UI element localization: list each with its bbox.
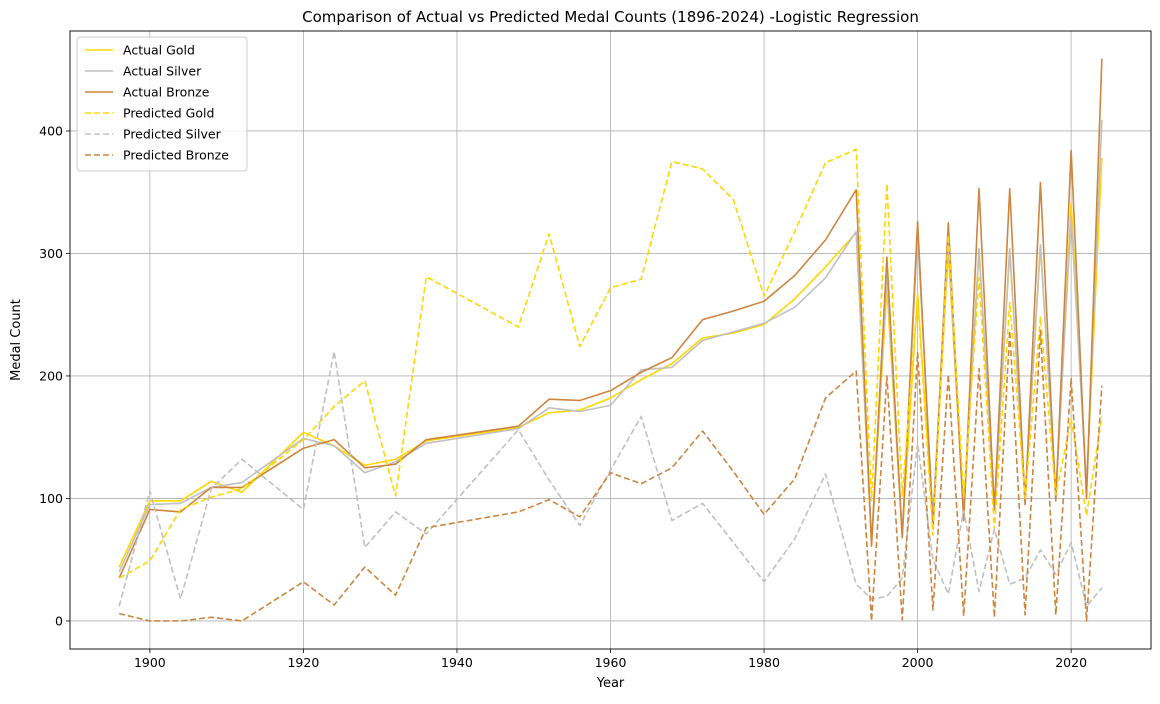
legend-label: Predicted Silver — [123, 127, 222, 142]
y-axis-label: Medal Count — [9, 299, 24, 381]
y-tick-label: 200 — [39, 368, 63, 383]
tick-layer: 1900 1920 1940 1960 1980 2000 2020 0 100 200 300 40… — [39, 123, 1087, 670]
x-tick-label: 1900 — [134, 655, 166, 670]
legend-label: Actual Silver — [123, 64, 202, 79]
y-tick-label: 400 — [39, 123, 63, 138]
series-line-predicted-bronze — [118, 329, 1103, 622]
legend-box — [76, 36, 248, 172]
legend-label: Predicted Bronze — [123, 148, 229, 163]
y-tick-label: 300 — [39, 246, 63, 261]
series-layer — [118, 58, 1103, 622]
chart-title: Comparison of Actual vs Predicted Medal … — [302, 8, 919, 26]
y-tick-label: 0 — [55, 613, 63, 628]
x-tick-label: 1980 — [748, 655, 780, 670]
legend: Actual Gold Actual Silver Actual Bronze Pre… — [76, 36, 248, 172]
series-line-actual-silver — [118, 119, 1103, 573]
series-line-actual-bronze — [118, 58, 1103, 579]
x-axis-label: Year — [596, 676, 625, 691]
x-tick-label: 2020 — [1055, 655, 1087, 670]
x-tick-label: 1920 — [287, 655, 319, 670]
legend-label: Actual Gold — [123, 43, 195, 58]
legend-label: Predicted Gold — [123, 106, 214, 121]
series-line-predicted-gold — [118, 148, 1103, 579]
legend-label: Actual Bronze — [123, 85, 210, 100]
x-tick-label: 1960 — [595, 655, 627, 670]
y-tick-label: 100 — [39, 491, 63, 506]
x-tick-label: 1940 — [441, 655, 473, 670]
series-line-predicted-silver — [118, 350, 1103, 608]
x-tick-label: 2000 — [902, 655, 934, 670]
